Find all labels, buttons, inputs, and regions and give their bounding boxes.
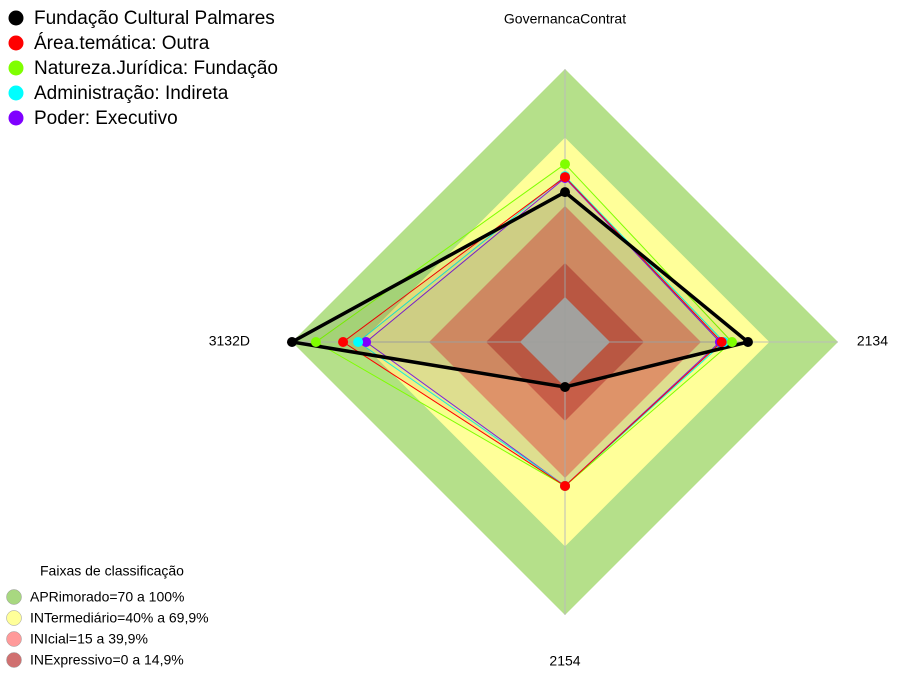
legend-label: INExpressivo=0 a 14,9% (30, 652, 184, 668)
axis-label: 2154 (549, 653, 580, 669)
legend-marker (8, 10, 24, 26)
series-point (560, 172, 570, 183)
legend-label: Natureza.Jurídica: Fundação (34, 58, 278, 79)
legend-marker (6, 631, 22, 647)
series-point (560, 187, 570, 198)
legend-label: Administração: Indireta (34, 83, 229, 104)
legend-label: INTermediário=40% a 69,9% (30, 610, 209, 626)
legend-marker (6, 589, 22, 605)
series-point (560, 159, 570, 170)
legend-marker (8, 60, 24, 76)
legend-marker (8, 85, 24, 101)
series-point (310, 337, 321, 347)
legend-label: APRimorado=70 a 100% (30, 589, 185, 605)
legend-title: Faixas de classificação (40, 563, 184, 579)
series-point (716, 337, 727, 347)
legend-marker (8, 110, 24, 126)
legend-label: Área.temática: Outra (34, 33, 210, 54)
legend-label: Fundação Cultural Palmares (34, 8, 275, 29)
series-point (560, 382, 570, 392)
legend-label: INIcial=15 a 39,9% (30, 631, 148, 647)
series-point (560, 480, 570, 491)
legend-label: Poder: Executivo (34, 108, 178, 129)
axis-label: GovernancaContrat (504, 11, 626, 27)
series-point (361, 337, 372, 347)
axis-label: 3132D (209, 333, 250, 349)
legend-marker (6, 610, 22, 626)
series-point (726, 337, 737, 347)
legend-marker (6, 652, 22, 668)
legend-marker (8, 35, 24, 51)
series-point (353, 337, 364, 347)
series-point (742, 337, 753, 347)
series-point (338, 337, 349, 347)
series-point (287, 337, 297, 347)
axis-label: 2134 (857, 333, 888, 349)
